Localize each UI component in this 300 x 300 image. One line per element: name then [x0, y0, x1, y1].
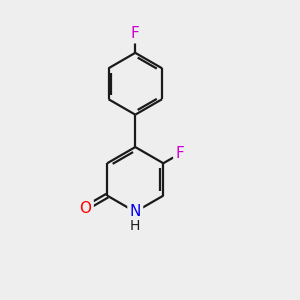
- Text: O: O: [80, 201, 92, 216]
- Text: F: F: [176, 146, 184, 161]
- Text: H: H: [130, 219, 140, 233]
- Text: F: F: [131, 26, 140, 41]
- Text: N: N: [130, 204, 141, 219]
